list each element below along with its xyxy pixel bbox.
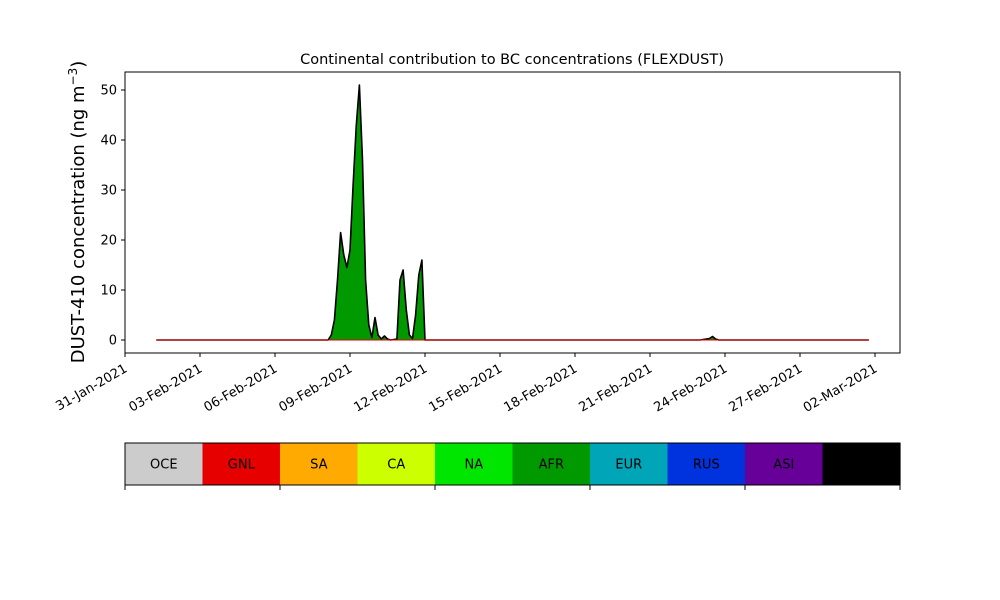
x-tick-label: 15-Feb-2021 bbox=[426, 361, 505, 415]
x-tick-label: 31-Jan-2021 bbox=[53, 361, 130, 414]
legend-swatch-asi bbox=[745, 443, 824, 485]
y-tick-label: 30 bbox=[100, 184, 117, 199]
axes: 0 10 20 30 40 50 31-Jan-202103-Feb-202106-Feb-… bbox=[53, 71, 901, 416]
y-tick-label: 50 bbox=[100, 84, 117, 99]
legend-label-asi: ASI bbox=[773, 458, 794, 473]
legend-swatch-gnl bbox=[202, 443, 281, 485]
legend: OCE GNL SA CA NA AFR EUR RUS ASI AUS bbox=[124, 442, 901, 490]
x-tick-label: 27-Feb-2021 bbox=[726, 361, 805, 415]
y-tick-label: 40 bbox=[100, 134, 117, 149]
legend-label-gnl: GNL bbox=[228, 458, 256, 473]
y-axis-label-close: ) bbox=[68, 61, 89, 68]
y-axis-label: DUST-410 concentration (ng m−3) bbox=[66, 61, 89, 364]
legend-frame bbox=[124, 442, 901, 486]
x-tick-label: 09-Feb-2021 bbox=[276, 361, 355, 415]
legend-label-aus: AUS bbox=[848, 458, 875, 473]
legend-label-afr: AFR bbox=[539, 458, 564, 473]
x-tick-label: 18-Feb-2021 bbox=[501, 361, 580, 415]
legend-label-ca: CA bbox=[387, 458, 405, 473]
legend-label-sa: SA bbox=[310, 458, 327, 473]
x-tick-label: 21-Feb-2021 bbox=[576, 361, 655, 415]
x-tick-label: 24-Feb-2021 bbox=[651, 361, 730, 415]
x-tick-label: 02-Mar-2021 bbox=[801, 361, 880, 415]
legend-label-oce: OCE bbox=[150, 458, 178, 473]
plot-area bbox=[156, 84, 869, 341]
y-tick-label: 20 bbox=[100, 234, 117, 249]
legend-swatch-sa bbox=[280, 443, 359, 485]
legend-swatch-aus bbox=[822, 443, 901, 485]
chart-title: Continental contribution to BC concentra… bbox=[300, 52, 724, 68]
legend-label-na: NA bbox=[464, 458, 483, 473]
y-axis-label-sup: −3 bbox=[66, 68, 80, 86]
y-tick-label: 10 bbox=[100, 284, 117, 299]
x-tick-label: 03-Feb-2021 bbox=[126, 361, 205, 415]
legend-swatch-afr bbox=[512, 443, 591, 485]
legend-swatch-eur bbox=[590, 443, 669, 485]
x-tick-label: 12-Feb-2021 bbox=[351, 361, 430, 415]
legend-swatch-oce bbox=[125, 443, 204, 485]
legend-label-rus: RUS bbox=[693, 458, 720, 473]
legend-swatch-na bbox=[435, 443, 514, 485]
x-tick-label: 06-Feb-2021 bbox=[201, 361, 280, 415]
series-outline-afr bbox=[156, 84, 869, 341]
y-axis-label-main: DUST-410 concentration (ng m bbox=[68, 85, 89, 363]
legend-swatch-rus bbox=[667, 443, 746, 485]
legend-label-eur: EUR bbox=[615, 458, 642, 473]
plot-frame bbox=[124, 71, 901, 354]
legend-swatch-ca bbox=[357, 443, 436, 485]
series-area-afr bbox=[156, 85, 869, 340]
y-tick-label: 0 bbox=[109, 334, 117, 349]
